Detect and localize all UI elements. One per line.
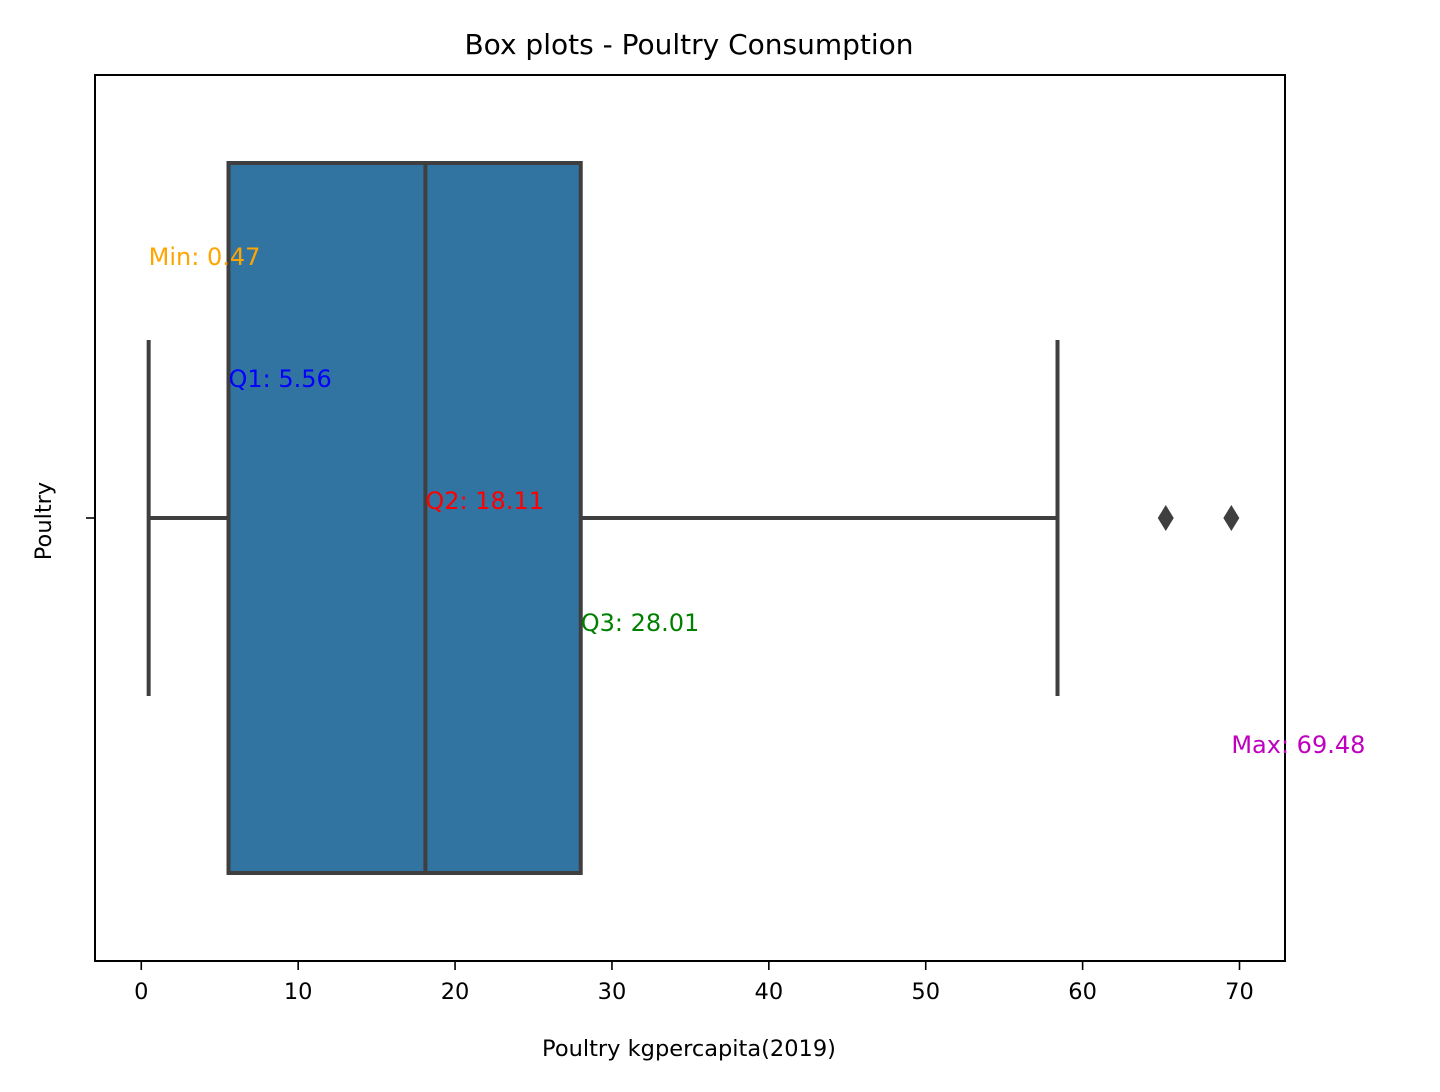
stat-annotation: Q2: 18.11 (425, 487, 544, 515)
stat-annotation: Min: 0.47 (149, 243, 261, 271)
outlier-point (1157, 505, 1174, 531)
x-tick-label: 60 (1068, 979, 1097, 1005)
x-tick-label: 40 (755, 979, 784, 1005)
chart-title: Box plots - Poultry Consumption (464, 28, 913, 61)
x-tick-label: 70 (1225, 979, 1254, 1005)
x-tick-label: 50 (911, 979, 940, 1005)
y-axis-label: Poultry (31, 482, 57, 560)
stat-annotation: Q1: 5.56 (229, 365, 332, 393)
x-axis-label: Poultry kgpercapita(2019) (542, 1036, 836, 1062)
stat-annotation: Max: 69.48 (1231, 731, 1365, 759)
x-tick-label: 30 (598, 979, 627, 1005)
stat-annotation: Q3: 28.01 (581, 609, 700, 637)
outlier-point (1223, 505, 1240, 531)
x-tick-label: 10 (284, 979, 313, 1005)
box-iqr (226, 161, 583, 875)
plot-area: 0 10 20 30 40 50 60 70 Min: 0.47 Q1: 5.56 Q2: 18.1… (86, 74, 1365, 1005)
x-tick-label: 20 (441, 979, 470, 1005)
x-tick-label: 0 (134, 979, 148, 1005)
